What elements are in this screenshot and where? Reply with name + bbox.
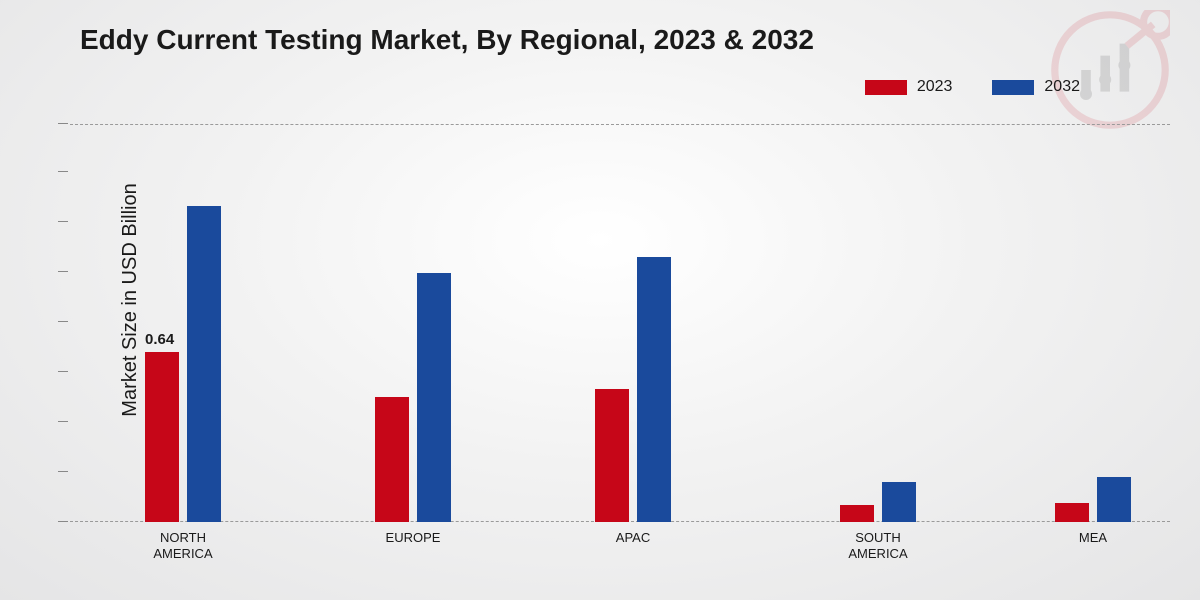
y-tick (58, 521, 68, 522)
y-tick (58, 321, 68, 322)
bar (840, 505, 874, 522)
legend: 2023 2032 (865, 78, 1080, 96)
y-tick (58, 123, 68, 124)
legend-label-2032: 2032 (1044, 78, 1080, 96)
y-tick (58, 271, 68, 272)
bar-group: MEA (1055, 477, 1131, 522)
x-axis-label: MEA (1079, 530, 1107, 546)
legend-swatch-2023 (865, 80, 907, 95)
y-tick (58, 421, 68, 422)
bar (595, 389, 629, 522)
bar-group: 0.64NORTHAMERICA (145, 206, 221, 522)
bar (1097, 477, 1131, 522)
y-tick (58, 221, 68, 222)
bar-group: APAC (595, 257, 671, 522)
chart-stage: Eddy Current Testing Market, By Regional… (0, 0, 1200, 600)
chart-title: Eddy Current Testing Market, By Regional… (80, 24, 814, 56)
legend-item-2023: 2023 (865, 78, 953, 96)
bar (187, 206, 221, 522)
bar-group: EUROPE (375, 273, 451, 522)
x-axis-label: APAC (616, 530, 650, 546)
bar (417, 273, 451, 522)
watermark-logo-icon (1050, 10, 1170, 130)
y-tick (58, 171, 68, 172)
legend-swatch-2032 (992, 80, 1034, 95)
y-tick (58, 471, 68, 472)
bar (145, 352, 179, 522)
legend-item-2032: 2032 (992, 78, 1080, 96)
x-axis-label: SOUTHAMERICA (848, 530, 907, 561)
legend-label-2023: 2023 (917, 78, 953, 96)
x-axis-label: EUROPE (386, 530, 441, 546)
bar (375, 397, 409, 522)
plot-area: 0.64NORTHAMERICA EUROPE APAC SOUTHAMERICA ME… (70, 124, 1170, 522)
x-axis-label: NORTHAMERICA (153, 530, 212, 561)
top-gridline (70, 124, 1170, 125)
value-label: 0.64 (145, 331, 174, 348)
bar (882, 482, 916, 522)
y-tick (58, 371, 68, 372)
bar (1055, 503, 1089, 522)
bar-group: SOUTHAMERICA (840, 482, 916, 522)
bar (637, 257, 671, 522)
